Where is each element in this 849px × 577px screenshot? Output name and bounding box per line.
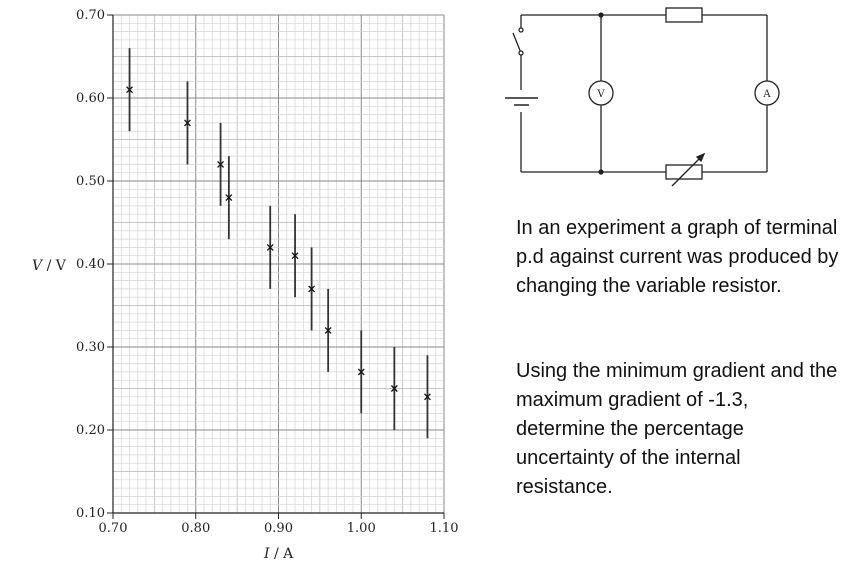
data-point [324,288,332,372]
switch-icon [512,27,524,56]
y-tick-label: 0.20 [76,423,105,438]
x-tick-label: 0.70 [99,521,128,536]
circuit-diagram: V A [505,7,780,187]
svg-text:V: V [596,89,605,100]
point-cross [291,252,299,260]
point-cross [217,160,225,168]
x-axis-label: I / A [263,546,294,562]
y-axis-label: V / V [32,258,67,274]
data-point [217,122,225,206]
x-tick-labels: 0.70 0.80 0.90 1.00 1.10 [99,513,459,536]
point-cross [184,119,191,127]
y-tick-label: 0.40 [76,257,105,272]
data-point [126,48,134,132]
data-point [184,81,191,165]
point-cross [266,243,274,251]
y-tick-label: 0.50 [76,174,105,189]
point-cross [357,368,365,376]
x-tick-label: 0.80 [181,521,210,536]
point-cross [308,285,316,293]
voltmeter-icon: V [588,80,614,106]
x-tick-label: 1.00 [347,521,376,536]
question-paragraph-1: In an experiment a graph of terminal p.d… [516,217,839,297]
cell-icon [505,97,538,106]
point-cross [324,326,332,334]
y-tick-label: 0.30 [76,340,105,355]
x-tick-label: 1.10 [430,521,459,536]
point-cross [225,194,233,202]
junction-dot [598,169,604,175]
data-point [308,247,316,331]
svg-text:A: A [762,89,771,100]
data-point [423,355,431,439]
question-paragraph-2: Using the minimum gradient and the maxim… [516,360,838,498]
data-point [225,156,233,240]
data-point [390,347,398,430]
data-point [291,214,299,298]
y-tick-label: 0.10 [76,506,105,521]
data-point [266,205,274,289]
y-tick-labels: 0.10 0.20 0.30 0.40 0.50 0.60 0.70 [76,8,113,521]
data-points [126,48,431,439]
chart: 0.10 0.20 0.30 0.40 0.50 0.60 0.70 0.70 0.80 0.9… [32,8,459,562]
x-tick-label: 0.90 [264,521,293,536]
variable-resistor-icon [665,152,706,187]
point-cross [126,86,134,94]
data-point [357,330,365,414]
point-cross [423,393,431,401]
chart-grid [112,14,445,514]
ammeter-icon: A [754,80,780,106]
y-tick-label: 0.70 [76,8,105,23]
resistor-icon [665,7,703,23]
y-tick-label: 0.60 [76,91,105,106]
point-cross [390,385,398,392]
junction-dot [598,12,604,18]
